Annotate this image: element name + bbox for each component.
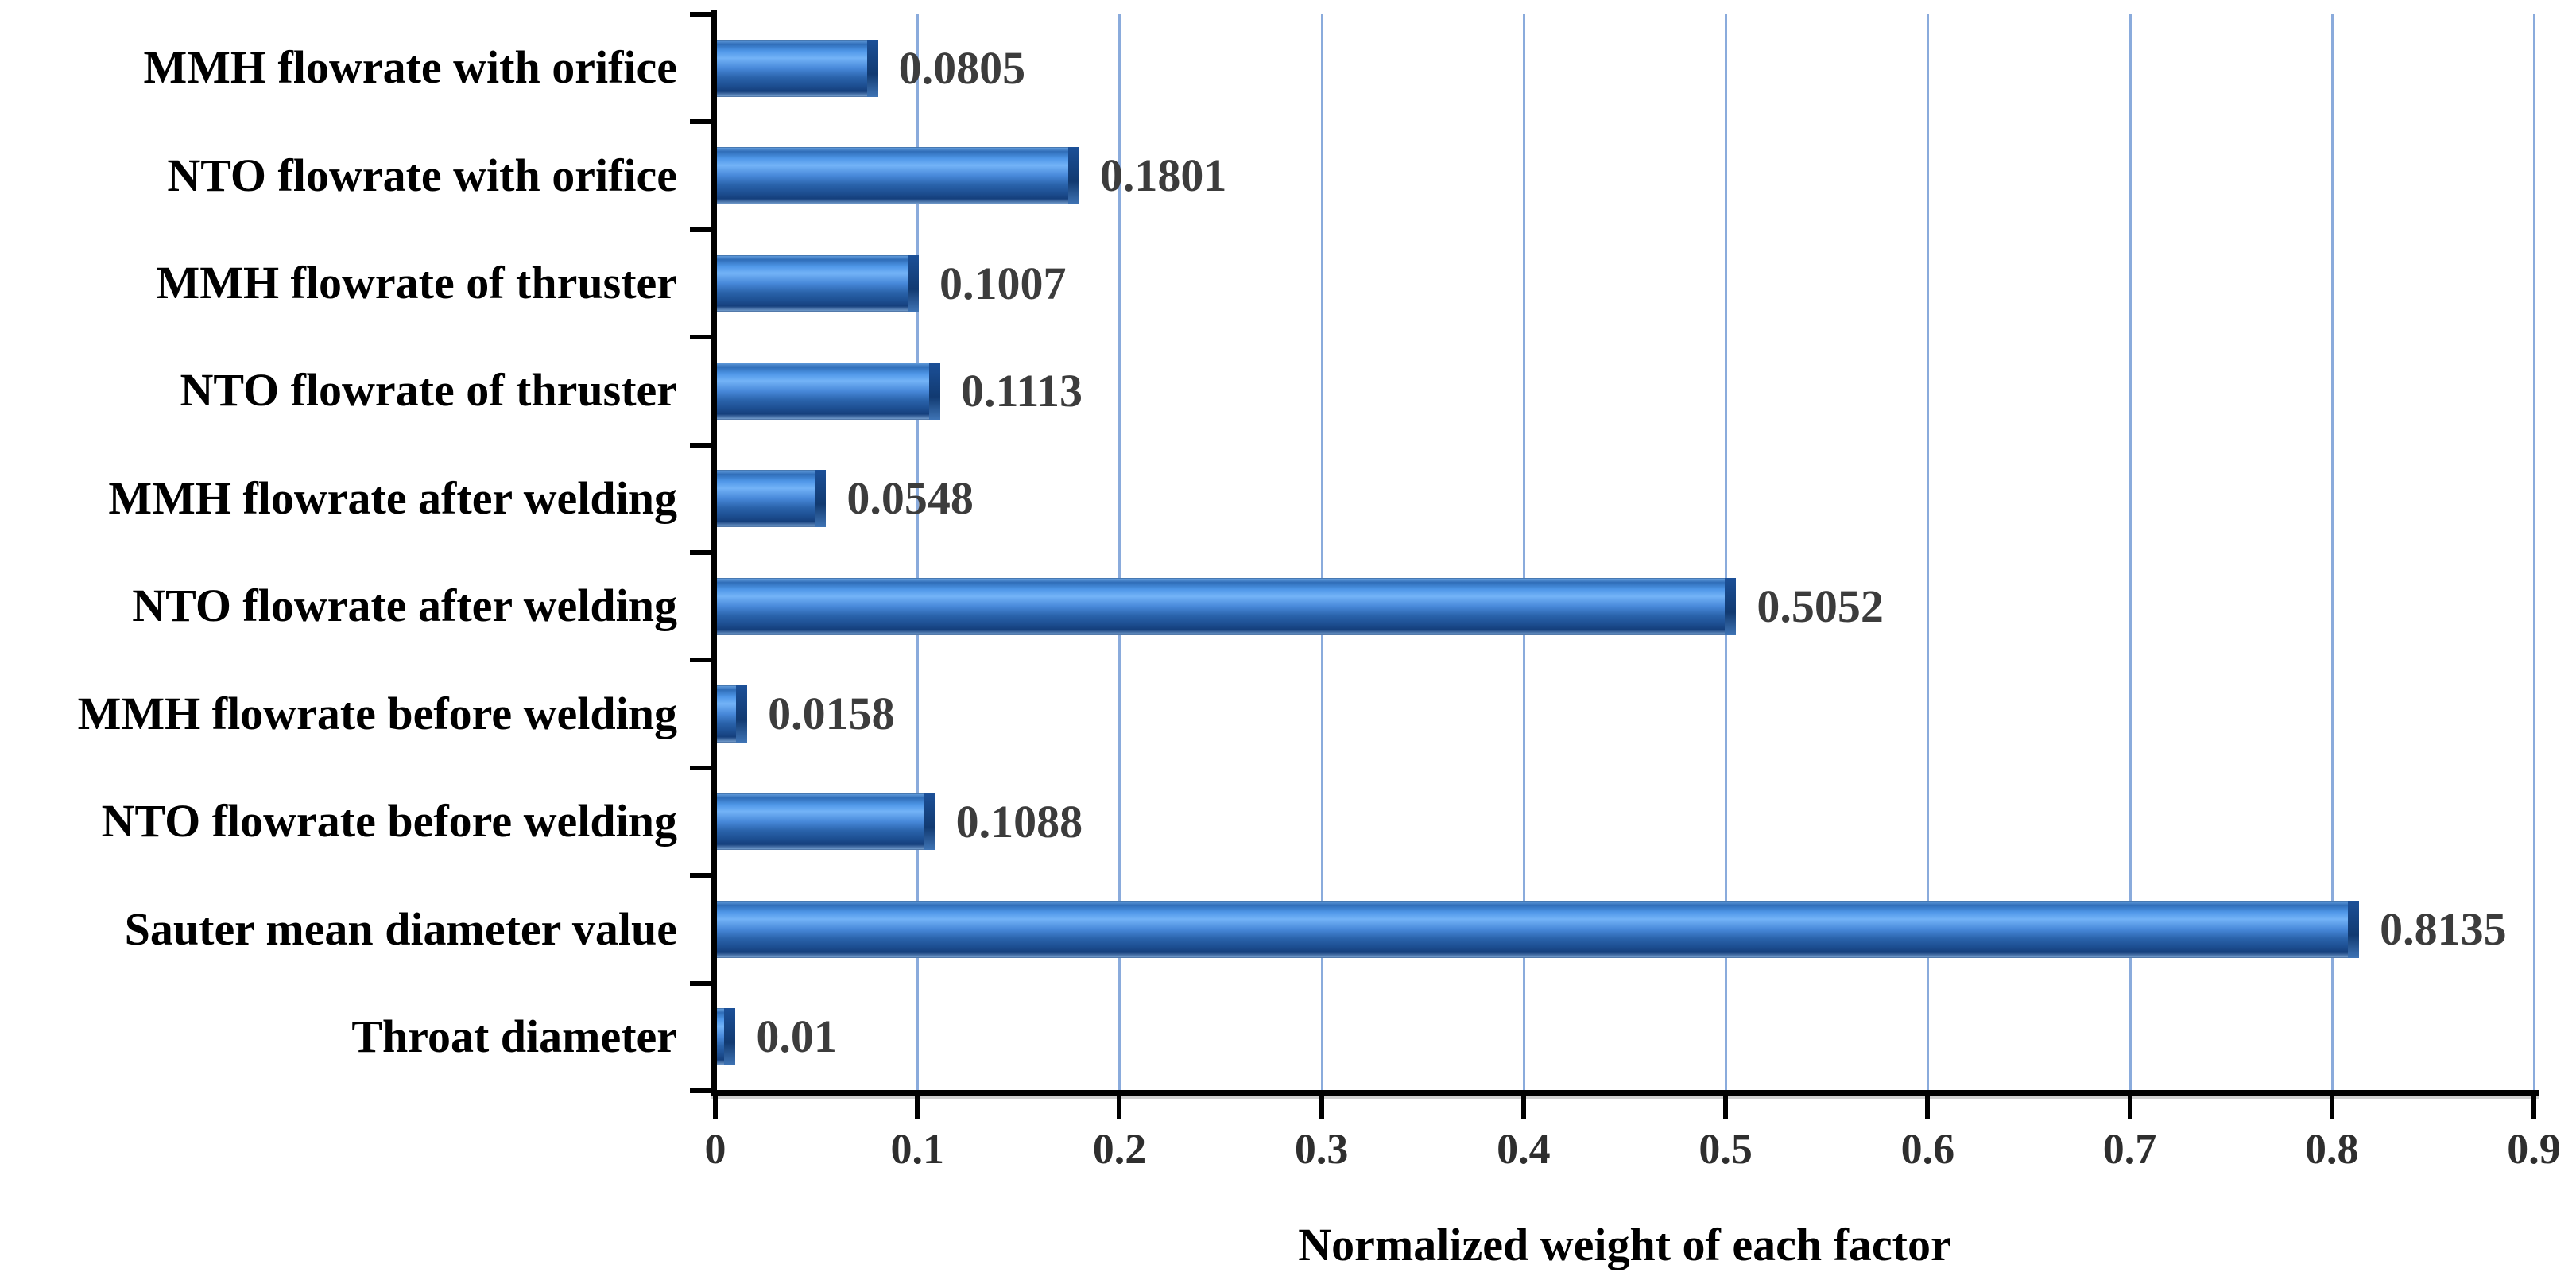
bar-end-bevel bbox=[908, 254, 919, 312]
x-axis-tick bbox=[2329, 1096, 2334, 1119]
x-tick-label: 0.4 bbox=[1497, 1125, 1551, 1173]
y-axis-tick bbox=[690, 980, 714, 986]
y-axis-tick bbox=[690, 550, 714, 555]
bar-end-bevel bbox=[1067, 147, 1079, 204]
bar-end-bevel bbox=[866, 39, 878, 97]
bar-rows: 0.0805 0.1801 0.1007 0.1113 0.0548 0.5052 0.01… bbox=[715, 14, 2534, 1091]
bar bbox=[715, 363, 940, 420]
bar-row: 0.1113 bbox=[715, 337, 2534, 444]
category-label: Sauter mean diameter value bbox=[124, 902, 677, 955]
x-tick-label: 0.5 bbox=[1699, 1125, 1753, 1173]
bar-value-label: 0.0548 bbox=[846, 472, 974, 525]
gridline bbox=[2330, 14, 2334, 1091]
bar-value-label: 0.1801 bbox=[1099, 149, 1227, 202]
y-axis-tick bbox=[690, 442, 714, 448]
category-label: MMH flowrate with orifice bbox=[143, 41, 677, 94]
x-tick-label: 0.7 bbox=[2102, 1125, 2157, 1173]
bar-row: 0.1007 bbox=[715, 230, 2534, 337]
y-axis-tick bbox=[690, 335, 714, 340]
gridline bbox=[1118, 14, 1121, 1091]
x-axis-tick bbox=[1117, 1096, 1122, 1119]
bar-value-label: 0.5052 bbox=[1757, 580, 1884, 632]
bar-end-bevel bbox=[736, 685, 748, 743]
y-axis-tick bbox=[690, 1088, 714, 1093]
x-tick-label: 0.1 bbox=[890, 1125, 944, 1173]
x-axis-tick bbox=[1319, 1096, 1324, 1119]
category-axis-labels: MMH flowrate with orifice NTO flowrate wi… bbox=[0, 14, 677, 1091]
bar bbox=[715, 39, 878, 97]
gridline bbox=[1320, 14, 1323, 1091]
x-tick-label: 0.9 bbox=[2507, 1125, 2561, 1173]
bar-value-label: 0.01 bbox=[756, 1011, 837, 1063]
bar-row: 0.0158 bbox=[715, 660, 2534, 767]
bar bbox=[715, 577, 1737, 635]
gridline bbox=[1927, 14, 1930, 1091]
bar-value-label: 0.0158 bbox=[768, 688, 895, 740]
x-axis-tick bbox=[713, 1096, 718, 1119]
x-axis-tick bbox=[1925, 1096, 1931, 1119]
bar-row: 0.1801 bbox=[715, 122, 2534, 229]
x-axis-tick bbox=[1723, 1096, 1729, 1119]
x-axis-line bbox=[711, 1090, 2539, 1096]
x-axis-title: Normalized weight of each factor bbox=[1298, 1219, 1951, 1270]
bar bbox=[715, 901, 2360, 958]
bar-row: 0.5052 bbox=[715, 553, 2534, 660]
x-axis-tick bbox=[2531, 1096, 2536, 1119]
x-axis-tick bbox=[1520, 1096, 1526, 1119]
category-label: NTO flowrate after welding bbox=[132, 580, 677, 632]
bar-row: 0.01 bbox=[715, 983, 2534, 1091]
bar-row: 0.0805 bbox=[715, 14, 2534, 122]
bar-end-bevel bbox=[1725, 577, 1737, 635]
y-axis-tick bbox=[690, 119, 714, 125]
y-axis-tick bbox=[690, 12, 714, 17]
bar-row: 0.0548 bbox=[715, 445, 2534, 553]
bar bbox=[715, 147, 1079, 204]
bar-row: 0.8135 bbox=[715, 875, 2534, 983]
gridline bbox=[916, 14, 920, 1091]
y-axis-line bbox=[711, 10, 717, 1096]
x-tick-label: 0.3 bbox=[1294, 1125, 1349, 1173]
y-axis-tick bbox=[690, 227, 714, 232]
bar-end-bevel bbox=[815, 470, 827, 528]
bar-end-bevel bbox=[724, 1008, 736, 1066]
y-axis-tick bbox=[690, 765, 714, 770]
bar-value-label: 0.0805 bbox=[898, 41, 1026, 94]
x-tick-label: 0 bbox=[704, 1125, 726, 1173]
y-axis-tick bbox=[690, 873, 714, 879]
x-tick-label: 0.2 bbox=[1092, 1125, 1147, 1173]
bar bbox=[715, 793, 935, 851]
category-label: MMH flowrate after welding bbox=[108, 471, 677, 524]
category-label: NTO flowrate with orifice bbox=[167, 149, 677, 201]
x-tick-label: 0.6 bbox=[1900, 1125, 1955, 1173]
bar-value-label: 0.8135 bbox=[2380, 902, 2507, 955]
gridline bbox=[2129, 14, 2132, 1091]
x-axis-tick bbox=[915, 1096, 920, 1119]
bar-value-label: 0.1113 bbox=[960, 364, 1083, 417]
category-label: MMH flowrate before welding bbox=[77, 687, 677, 739]
category-label: NTO flowrate of thruster bbox=[180, 364, 677, 417]
bar-row: 0.1088 bbox=[715, 768, 2534, 875]
bar-end-bevel bbox=[924, 793, 935, 851]
x-axis-tick bbox=[2127, 1096, 2132, 1119]
bar-value-label: 0.1007 bbox=[939, 257, 1067, 309]
bar bbox=[715, 1008, 736, 1066]
plot-area: 0.0805 0.1801 0.1007 0.1113 0.0548 0.5052 0.01… bbox=[715, 14, 2535, 1091]
gridline bbox=[2533, 14, 2535, 1091]
bar bbox=[715, 470, 827, 528]
bar bbox=[715, 685, 748, 743]
category-label: NTO flowrate before welding bbox=[101, 795, 677, 848]
y-axis-tick bbox=[690, 658, 714, 663]
bar-end-bevel bbox=[928, 363, 940, 420]
category-label: MMH flowrate of thruster bbox=[156, 257, 677, 309]
x-tick-label: 0.8 bbox=[2305, 1125, 2359, 1173]
bar-end-bevel bbox=[2348, 901, 2360, 958]
gridline bbox=[1522, 14, 1525, 1091]
category-label: Throat diameter bbox=[351, 1010, 677, 1062]
bar-value-label: 0.1088 bbox=[955, 795, 1083, 848]
bar bbox=[715, 254, 919, 312]
gridline bbox=[1725, 14, 1728, 1091]
